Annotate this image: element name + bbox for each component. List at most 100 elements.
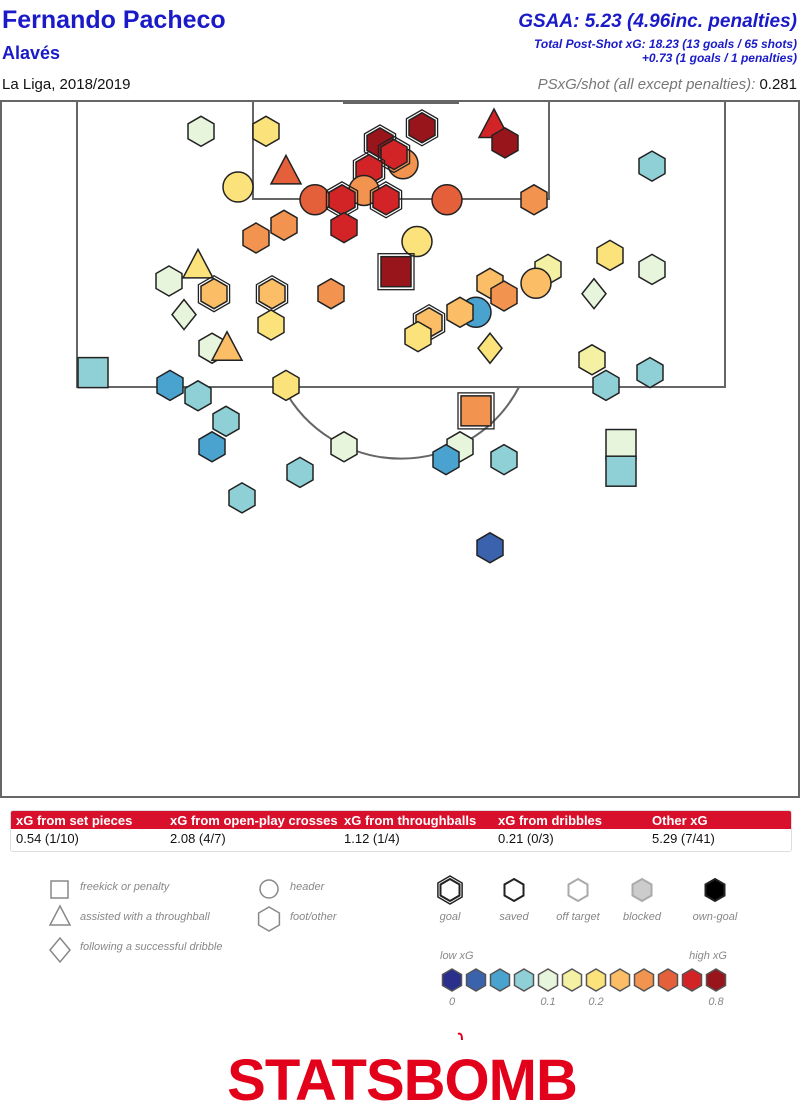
hexagon-icon: [257, 906, 281, 932]
scale-hex-8: [633, 968, 655, 992]
shot-circle-21: [401, 225, 433, 258]
xg-value-dribbles: 0.21 (0/3): [498, 831, 554, 846]
shot-hexagon-62: [476, 531, 504, 564]
goal-ring: [457, 392, 495, 430]
xg-table-header-row: xG from set pieces xG from open-play cro…: [11, 811, 791, 829]
shot-circle-7: [222, 171, 254, 203]
shot-hexagon-9: [380, 138, 408, 171]
shot-diamond-34: [581, 277, 607, 310]
shot-hexagon-20: [330, 211, 358, 244]
shot-hexagon-60: [286, 456, 314, 489]
legend-label-foot: foot/other: [290, 911, 338, 923]
shot-hexagon-48: [578, 343, 606, 376]
shot-hexagon-13: [328, 183, 356, 216]
shot-diamond-43: [477, 332, 503, 365]
shot-circle-15: [431, 184, 463, 216]
psxg-per-shot-label: PSxG/shot (all except penalties):: [537, 76, 756, 93]
scale-tick-0: 0: [449, 996, 456, 1008]
gsaa-label: GSAA: 5.23 (4.96inc. penalties): [518, 11, 797, 32]
logo-wordmark: STATSBOMB: [227, 1048, 577, 1110]
scale-hex-10: [681, 968, 703, 992]
scale-hex-1: [465, 968, 487, 992]
shot-hexagon-14: [372, 183, 400, 216]
scale-hex-9: [657, 968, 679, 992]
xg-value-set-pieces: 0.54 (1/10): [16, 831, 79, 846]
shot-hexagon-47: [272, 369, 300, 402]
statsbomb-logo: STATSBOMB: [227, 1032, 578, 1110]
shot-hexagon-52: [212, 405, 240, 438]
shot-hexagon-54: [330, 430, 358, 463]
shot-hexagon-46: [184, 379, 212, 412]
xg-color-scale: [441, 968, 727, 992]
own-goal-icon: [704, 877, 726, 903]
xg-header-dribbles: xG from dribbles: [498, 813, 603, 828]
shot-map: [0, 100, 800, 798]
xg-header-other: Other xG: [652, 813, 708, 828]
shot-circle-12: [299, 184, 331, 216]
legend-label-own-goal: own-goal: [693, 911, 738, 923]
goal-ring: [369, 181, 403, 219]
shot-hexagon-53: [198, 430, 226, 463]
shot-square-58: [605, 428, 637, 461]
scale-high-label: high xG: [689, 950, 727, 962]
psxg-per-shot-value: 0.281: [759, 76, 797, 93]
shot-hexagon-29: [200, 277, 228, 310]
shot-hexagon-57: [490, 443, 518, 476]
legend-label-off-target: off target: [556, 911, 600, 923]
scale-hex-0: [441, 968, 463, 992]
shot-square-51: [460, 395, 492, 427]
xg-header-crosses: xG from open-play crosses: [170, 813, 338, 828]
shot-hexagon-33: [490, 280, 518, 312]
logo-fuse: [457, 1032, 463, 1041]
scale-hex-3: [513, 968, 535, 992]
scale-tick-0-1: 0.1: [540, 996, 555, 1008]
scale-hex-6: [585, 968, 607, 992]
shot-circle-26: [520, 267, 552, 300]
xg-table-value-row: 0.54 (1/10) 2.08 (4/7) 1.12 (1/4) 0.21 (…: [11, 829, 791, 849]
xg-header-set-pieces: xG from set pieces: [16, 813, 133, 828]
shot-diamond-35: [171, 298, 197, 331]
shot-triangle-42: [210, 330, 244, 361]
legend-label-goal: goal: [440, 911, 461, 923]
shot-hexagon-30: [258, 277, 286, 310]
player-name: Fernando Pacheco: [2, 6, 226, 34]
shot-square-44: [77, 356, 109, 389]
scale-hex-2: [489, 968, 511, 992]
scale-tick-0-2: 0.2: [588, 996, 603, 1008]
goal-ring: [197, 274, 231, 313]
xg-header-throughballs: xG from throughballs: [344, 813, 477, 828]
xg-value-other: 5.29 (7/41): [652, 831, 715, 846]
xg-breakdown-table: xG from set pieces xG from open-play cro…: [10, 810, 792, 852]
shot-hexagon-3: [408, 111, 436, 144]
legend-shapes: freekick or penalty assisted with a thro…: [48, 879, 338, 964]
psxg-total-label: Total Post-Shot xG: 18.23 (13 goals / 65…: [534, 37, 797, 51]
shot-hexagon-0: [187, 115, 215, 148]
square-icon: [50, 880, 69, 899]
shot-hexagon-38: [257, 309, 285, 341]
shot-square-59: [605, 455, 637, 487]
shot-hexagon-31: [317, 277, 345, 310]
scale-hex-5: [561, 968, 583, 992]
shot-hexagon-28: [155, 265, 183, 297]
scale-hex-4: [537, 968, 559, 992]
xg-value-throughballs: 1.12 (1/4): [344, 831, 400, 846]
shot-hexagon-61: [228, 482, 256, 514]
shot-hexagon-17: [638, 150, 666, 182]
shot-hexagon-19: [242, 222, 270, 254]
goal-icon: [439, 877, 461, 903]
diamond-icon: [49, 936, 71, 964]
legend-label-dribble: following a successful dribble: [80, 941, 222, 953]
triangle-icon: [48, 904, 72, 926]
goal-outer-ring: [437, 875, 463, 905]
shot-hexagon-16: [520, 183, 548, 216]
shot-hexagon-45: [156, 369, 184, 402]
shot-hexagon-50: [636, 356, 664, 389]
shot-hexagon-1: [252, 115, 280, 148]
goal-ring: [405, 109, 439, 147]
psxg-penalties-label: +0.73 (1 goals / 1 penalties): [641, 51, 797, 65]
shot-square-22: [380, 255, 412, 288]
shot-hexagon-5: [491, 127, 519, 159]
legend-label-throughball: assisted with a throughball: [80, 911, 210, 923]
team-name: Alavés: [2, 43, 61, 63]
goal-ring: [377, 135, 411, 174]
